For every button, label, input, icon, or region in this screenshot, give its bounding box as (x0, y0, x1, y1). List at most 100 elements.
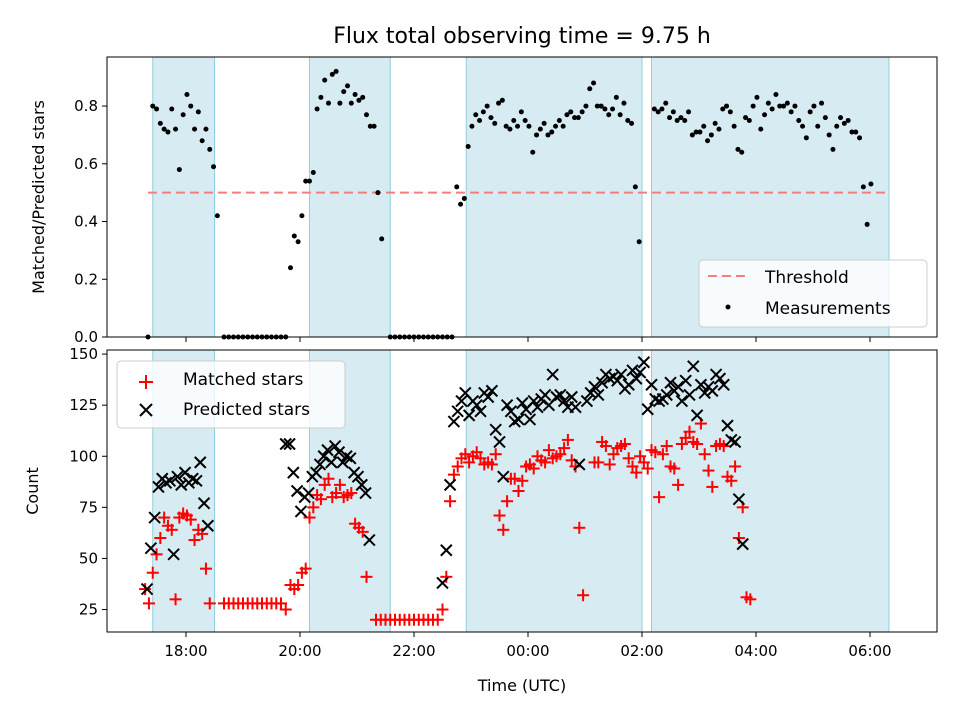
measurement-point (176, 167, 182, 173)
measurement-point (792, 103, 798, 109)
matched-star-point (203, 597, 216, 610)
predicted-star-point (626, 364, 639, 377)
predicted-star-point (481, 390, 495, 404)
predicted-star-point (683, 388, 696, 402)
measurement-point (575, 115, 581, 121)
measurement-point (591, 80, 597, 86)
predicted-star-point (485, 384, 499, 398)
predicted-star-point (332, 445, 346, 459)
predicted-star-point (283, 437, 296, 451)
measurement-point (537, 126, 543, 132)
measurement-point (613, 94, 619, 100)
predicted-star-point (512, 413, 525, 426)
predicted-star-point (527, 394, 540, 408)
predicted-star-point (538, 388, 552, 402)
predicted-star-point (588, 380, 601, 393)
predicted-star-point (201, 519, 215, 532)
predicted-star-point (474, 405, 487, 418)
predicted-star-point (713, 372, 727, 385)
matched-star-point (668, 462, 681, 475)
predicted-star-point (717, 378, 730, 391)
measurement-point (173, 126, 179, 132)
measurement-point (773, 92, 779, 98)
measurement-point (329, 71, 335, 77)
measurement-point (295, 239, 301, 245)
measurement-point (655, 109, 661, 115)
measurement-point (564, 112, 570, 118)
measurement-point (496, 100, 502, 106)
matched-star-point (683, 425, 696, 438)
measurement-point (819, 100, 825, 106)
matched-star-point (431, 613, 444, 626)
measurement-point (598, 103, 604, 109)
measurement-point (291, 233, 297, 239)
predicted-star-point (679, 374, 692, 387)
legend-predicted-swatch (139, 403, 153, 417)
measurement-point (199, 138, 205, 144)
matched-stars-points (139, 417, 757, 626)
measurement-point (625, 118, 631, 124)
matched-star-point (322, 472, 335, 485)
shaded-interval (465, 349, 643, 633)
measurement-point (188, 103, 194, 109)
predicted-star-point (584, 386, 597, 400)
measurement-point (754, 94, 760, 100)
matched-star-point (279, 603, 292, 616)
matched-star-point (470, 446, 483, 459)
measurement-point (682, 118, 688, 124)
predicted-star-point (290, 484, 304, 498)
measurement-point (610, 106, 616, 112)
measurement-point (857, 135, 863, 141)
predicted-star-point (279, 437, 292, 451)
matched-star-point (356, 525, 369, 538)
predicted-star-point (336, 456, 349, 469)
measurement-point (310, 169, 316, 175)
matched-star-point (154, 532, 167, 544)
predicted-star-point (633, 366, 647, 379)
measurement-point (712, 120, 718, 126)
measurement-point (157, 120, 163, 126)
predicted-star-point (171, 470, 184, 483)
matched-star-point (561, 433, 574, 446)
measurement-point (826, 132, 832, 138)
predicted-star-point (557, 394, 571, 408)
measurement-point (864, 221, 870, 227)
x-tick-label: 22:00 (392, 642, 435, 660)
measurement-point (352, 92, 358, 98)
top-y-tick-label: 0.6 (74, 155, 98, 173)
measurement-point (307, 178, 312, 184)
measurement-point (161, 126, 167, 132)
matched-star-point (463, 456, 476, 469)
bottom-y-tick-label: 50 (79, 549, 98, 567)
predicted-star-point (328, 439, 342, 453)
matched-star-point (501, 495, 514, 508)
matched-star-point (618, 438, 631, 450)
matched-star-point (303, 511, 316, 524)
matched-star-point (630, 466, 643, 479)
measurement-point (731, 123, 737, 129)
predicted-star-point (652, 394, 666, 408)
top-legend: Threshold Measurements (698, 259, 928, 328)
x-axis-label: Time (UTC) (477, 676, 566, 695)
matched-star-point (626, 460, 639, 473)
matched-star-point (634, 450, 647, 463)
matched-star-point (139, 583, 152, 596)
measurement-point (803, 135, 809, 141)
matched-star-point (146, 566, 159, 579)
measurement-point (492, 120, 498, 126)
matched-star-point (158, 511, 171, 524)
measurement-point (602, 106, 608, 112)
matched-star-point (299, 562, 312, 575)
measurement-point (636, 239, 642, 245)
matched-star-point (314, 493, 327, 506)
measurement-point (364, 112, 369, 118)
bottom-x-ticks: 18:00 20:00 22:00 00:00 02:00 04:00 06:00 (164, 632, 892, 660)
matched-star-point (292, 579, 305, 591)
measurement-point (461, 195, 467, 201)
predicted-star-point (622, 378, 635, 391)
measurement-point (195, 109, 201, 115)
legend-measurements-swatch (725, 304, 731, 310)
predicted-star-point (580, 394, 594, 408)
measurement-point (180, 112, 186, 118)
measurement-point (769, 106, 775, 112)
